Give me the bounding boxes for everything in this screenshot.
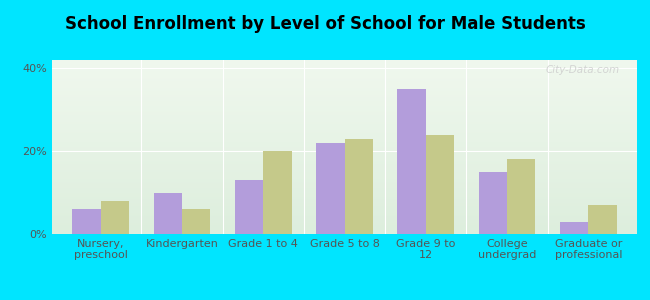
Bar	[316, 143, 344, 234]
Bar	[344, 139, 373, 234]
Bar	[263, 151, 292, 234]
Bar	[182, 209, 211, 234]
Bar	[235, 180, 263, 234]
Bar	[507, 159, 536, 234]
Bar	[101, 201, 129, 234]
Text: School Enrollment by Level of School for Male Students: School Enrollment by Level of School for…	[64, 15, 586, 33]
Bar	[478, 172, 507, 234]
Bar	[153, 193, 182, 234]
Bar	[72, 209, 101, 234]
Bar	[397, 89, 426, 234]
Bar	[426, 135, 454, 234]
Bar	[560, 222, 588, 234]
Text: City-Data.com: City-Data.com	[545, 65, 619, 75]
Bar	[588, 205, 617, 234]
